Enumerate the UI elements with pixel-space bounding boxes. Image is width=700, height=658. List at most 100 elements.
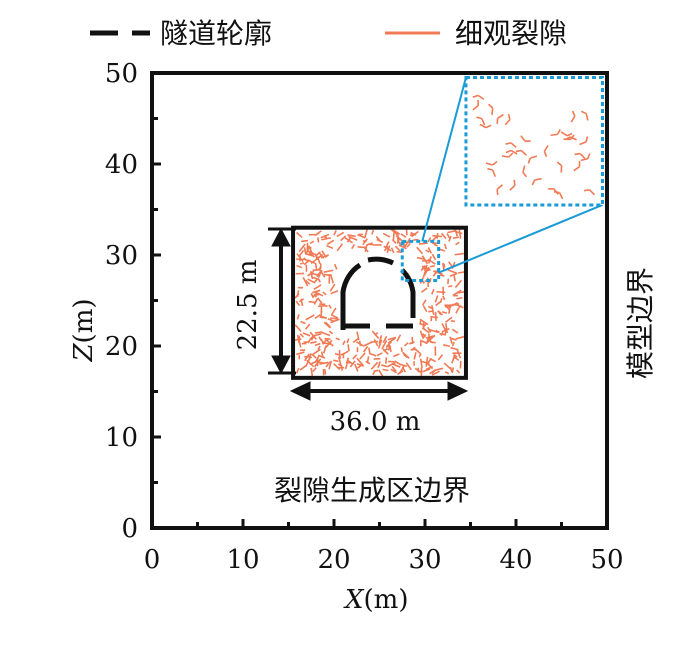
crack-mark — [346, 338, 350, 344]
crack-zone-boundary — [291, 225, 468, 380]
inset-crack-mark — [583, 189, 596, 196]
inset-crack-mark — [580, 110, 589, 121]
crack-mark — [450, 337, 457, 341]
crack-mark — [317, 345, 321, 350]
crack-mark — [394, 245, 401, 252]
x-tick-label: 50 — [590, 545, 623, 575]
crack-mark — [398, 244, 407, 250]
inset-crack-mark — [560, 131, 573, 137]
crack-mark — [391, 362, 401, 368]
crack-mark — [428, 333, 431, 341]
crack-mark — [451, 341, 455, 347]
crack-mark — [437, 310, 444, 316]
crack-mark — [400, 347, 403, 352]
crack-mark — [340, 350, 349, 356]
crack-mark — [433, 243, 438, 247]
crack-mark — [314, 230, 322, 237]
crack-mark — [301, 257, 306, 261]
crack-mark — [422, 368, 431, 373]
crack-mark — [425, 249, 430, 253]
crack-mark — [443, 362, 452, 370]
crack-mark — [330, 290, 339, 295]
inset-crack-mark — [509, 179, 516, 191]
crack-mark — [436, 290, 446, 294]
crack-mark — [456, 302, 461, 309]
crack-mark — [411, 230, 419, 238]
x-tick-label: 10 — [226, 545, 259, 575]
crack-mark — [391, 365, 397, 372]
x-tick-label: 30 — [408, 545, 441, 575]
crack-mark — [321, 337, 329, 345]
inset-crack-mark — [515, 149, 527, 156]
crack-mark — [401, 366, 407, 373]
crack-mark — [422, 299, 427, 306]
width-dimension — [289, 381, 469, 401]
inset-crack-mark — [579, 136, 589, 146]
crack-mark — [426, 326, 432, 333]
crack-mark — [393, 353, 400, 358]
crack-mark — [317, 297, 323, 304]
crack-field — [294, 228, 465, 378]
crack-mark — [408, 341, 415, 345]
crack-mark — [328, 304, 332, 309]
crack-mark — [390, 368, 398, 374]
inset-crack-mark — [531, 177, 542, 186]
crack-mark — [422, 333, 426, 338]
crack-mark — [300, 262, 305, 265]
crack-mark — [298, 298, 305, 303]
crack-mark — [459, 305, 464, 309]
inset-crack-mark — [501, 152, 514, 158]
crack-mark — [429, 265, 435, 268]
crack-mark — [452, 301, 458, 306]
crack-mark — [310, 292, 314, 298]
crack-mark — [431, 370, 440, 376]
crack-mark — [313, 284, 322, 291]
crack-mark — [381, 339, 388, 350]
crack-mark — [310, 353, 317, 359]
crack-mark — [440, 330, 444, 336]
crack-mark — [314, 253, 324, 262]
crack-mark — [414, 347, 421, 354]
crack-mark — [331, 307, 337, 315]
crack-mark — [302, 332, 311, 337]
crack-mark — [344, 364, 348, 370]
crack-mark — [318, 336, 322, 341]
crack-mark — [454, 252, 464, 256]
z-tick-label: 10 — [105, 423, 138, 453]
crack-mark — [362, 345, 369, 353]
crack-mark — [431, 288, 435, 295]
crack-mark — [322, 291, 327, 296]
crack-mark — [416, 246, 424, 255]
crack-mark — [330, 314, 339, 319]
crack-mark — [324, 321, 331, 328]
crack-mark — [365, 360, 371, 365]
crack-mark — [317, 237, 320, 243]
tunnel-outline — [340, 256, 416, 330]
crack-mark — [384, 357, 388, 364]
crack-mark — [422, 270, 427, 279]
z-axis-title: Z(m) — [69, 298, 99, 362]
crack-mark — [440, 232, 447, 239]
crack-mark — [323, 342, 331, 345]
crack-mark — [439, 248, 446, 252]
zoom-inset — [400, 76, 604, 282]
crack-mark — [346, 237, 352, 243]
crack-mark — [429, 369, 436, 375]
crack-mark — [359, 352, 366, 360]
inset-crack-mark — [504, 113, 511, 126]
crack-mark — [304, 357, 311, 368]
x-axis-title: X(m) — [343, 585, 408, 615]
inset-crack-mark — [520, 135, 531, 143]
crack-mark — [413, 238, 419, 241]
crack-mark — [346, 359, 353, 365]
crack-mark — [319, 316, 327, 319]
crack-mark — [449, 336, 453, 344]
crack-mark — [342, 340, 346, 346]
inset-crack-mark — [496, 113, 504, 124]
crack-mark — [391, 228, 401, 235]
crack-mark — [396, 334, 402, 342]
crack-mark — [428, 310, 433, 313]
crack-mark — [349, 360, 356, 368]
crack-mark — [320, 254, 328, 259]
inset-crack-mark — [476, 116, 486, 126]
